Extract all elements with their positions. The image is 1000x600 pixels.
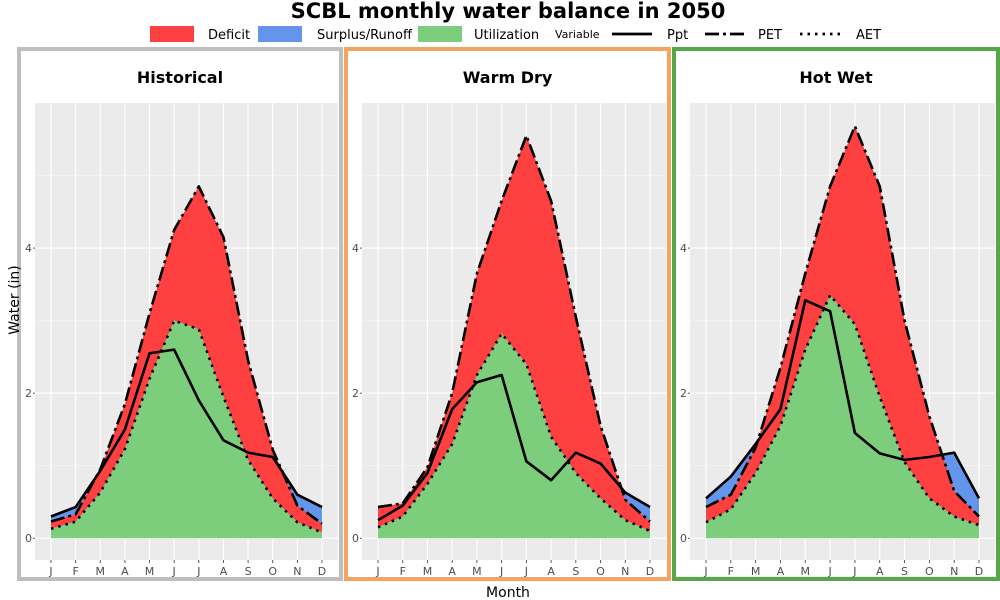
y-tick-label: 4 <box>352 242 359 255</box>
x-tick-label: A <box>777 565 785 578</box>
legend-title: Variable <box>555 28 600 41</box>
x-tick-label: O <box>596 565 605 578</box>
series-line-ppt <box>50 348 323 518</box>
x-tick-label: J <box>524 565 528 578</box>
y-tick-label: 2 <box>680 387 687 400</box>
x-tick-label: J <box>196 565 200 578</box>
chart-title: SCBL monthly water balance in 2050 <box>291 0 726 23</box>
legend-key-surplus-runoff <box>258 26 302 42</box>
legend-label-utilization: Utilization <box>474 28 539 43</box>
x-tick-label: O <box>925 565 934 578</box>
legend-key-deficit <box>150 26 194 42</box>
legend: Deficit Surplus/Runoff Utilization Variable… <box>150 26 881 43</box>
series-line-aet <box>377 332 651 533</box>
series-line-pet <box>377 134 651 523</box>
x-tick-label: D <box>318 565 326 578</box>
legend-key-utilization <box>418 26 462 42</box>
legend-label-surplus-runoff: Surplus/Runoff <box>317 28 413 43</box>
x-tick-label: J <box>852 565 856 578</box>
x-tick-label: A <box>876 565 884 578</box>
legend-label-ppt: Ppt <box>667 28 688 43</box>
x-tick-label: N <box>293 565 301 578</box>
x-tick-label: J <box>172 565 176 578</box>
y-tick-label: 0 <box>352 532 359 545</box>
x-tick-label: J <box>703 565 707 578</box>
y-tick-label: 4 <box>25 242 32 255</box>
legend-label-aet: AET <box>856 28 881 43</box>
y-tick-label: 2 <box>25 387 32 400</box>
utilization-area <box>378 333 650 539</box>
x-tick-label: M <box>751 565 761 578</box>
facet-panels: 0 2 4 J F M A M J J A S O N D Historical 0 2 4 J F M A M J J A S O N D… <box>17 47 1000 581</box>
series-line-pet <box>705 124 980 518</box>
x-tick-label: M <box>801 565 811 578</box>
x-tick-label: J <box>48 565 52 578</box>
deficit-area <box>706 126 979 526</box>
x-tick-label: J <box>375 565 379 578</box>
x-tick-label: M <box>423 565 433 578</box>
y-tick-label: 4 <box>680 242 687 255</box>
x-tick-label: S <box>572 565 579 578</box>
y-tick-label: 0 <box>25 532 32 545</box>
legend-label-pet: PET <box>758 28 782 43</box>
x-tick-label: J <box>827 565 831 578</box>
x-tick-label: N <box>621 565 629 578</box>
x-tick-label: M <box>472 565 482 578</box>
utilization-area <box>51 320 322 539</box>
x-tick-label: A <box>448 565 456 578</box>
x-tick-label: F <box>400 565 406 578</box>
panel-title: Hot Wet <box>799 68 873 87</box>
x-tick-label: A <box>220 565 228 578</box>
utilization-area <box>706 295 979 539</box>
y-tick-label: 2 <box>352 387 359 400</box>
x-tick-label: D <box>975 565 983 578</box>
legend-label-deficit: Deficit <box>208 28 250 43</box>
deficit-area <box>378 135 650 531</box>
x-tick-label: S <box>245 565 252 578</box>
y-axis-label: Water (in) <box>7 265 23 335</box>
panel-frame <box>17 47 343 581</box>
y-tick-label: 0 <box>680 532 687 545</box>
series-line-ppt <box>377 373 651 522</box>
panel-frame <box>344 47 671 581</box>
x-tick-label: M <box>96 565 106 578</box>
x-tick-label: J <box>499 565 503 578</box>
x-tick-label: D <box>646 565 654 578</box>
panel-frame <box>672 47 1000 581</box>
x-tick-label: A <box>547 565 555 578</box>
x-tick-label: F <box>72 565 78 578</box>
series-line-ppt <box>705 299 981 500</box>
panel-title: Historical <box>137 68 223 87</box>
panel-warm-dry: 0 2 4 J F M A M J J A S O N D Warm Dry <box>344 47 671 581</box>
panel-historical: 0 2 4 J F M A M J J A S O N D Historical <box>17 47 343 581</box>
x-tick-label: O <box>268 565 277 578</box>
x-tick-label: N <box>950 565 958 578</box>
panel-hot-wet: 0 2 4 J F M A M J J A S O N D Hot Wet <box>672 47 1000 581</box>
series-line-aet <box>50 319 323 534</box>
deficit-area <box>51 186 322 533</box>
x-tick-label: S <box>901 565 908 578</box>
panel-title: Warm Dry <box>463 68 553 87</box>
x-tick-label: M <box>145 565 155 578</box>
x-tick-label: F <box>728 565 734 578</box>
x-tick-label: A <box>121 565 129 578</box>
x-axis-label: Month <box>486 585 530 600</box>
